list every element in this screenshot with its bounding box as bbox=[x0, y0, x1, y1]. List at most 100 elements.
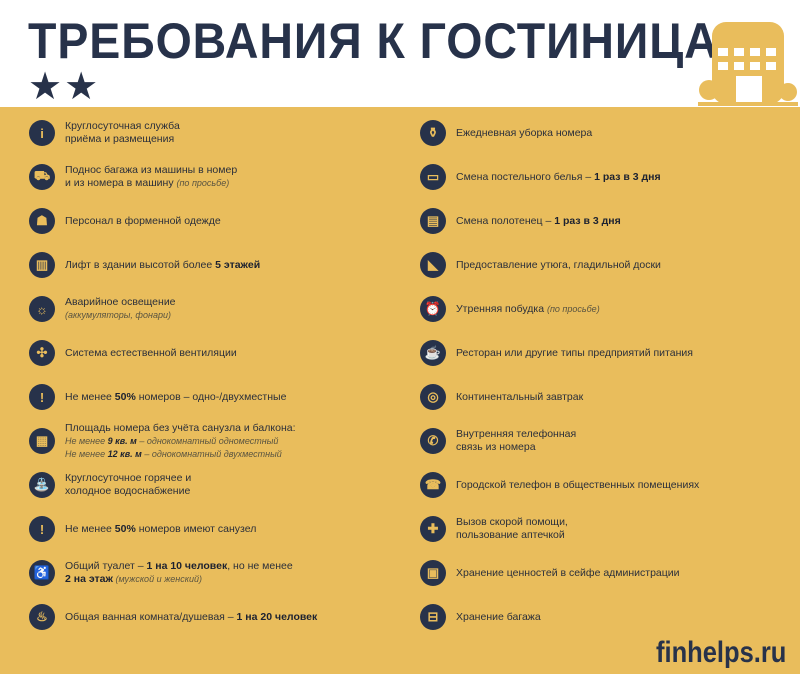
text-line: Хранение багажа bbox=[456, 611, 541, 624]
text-line: Утренняя побудка (по просьбе) bbox=[456, 303, 600, 316]
text-segment: (по просьбе) bbox=[546, 303, 600, 314]
text-segment: Утренняя побудка bbox=[456, 302, 547, 315]
site-watermark: finhelps.ru bbox=[655, 636, 786, 669]
text-line: Не менее 50% номеров имеют санузел bbox=[65, 523, 256, 536]
right-requirement-item: ▣ Хранение ценностей в сейфе администраци… bbox=[420, 553, 680, 593]
text-segment: – однокомнатный одноместный bbox=[136, 435, 279, 446]
left-requirement-item: ♿ Общий туалет – 1 на 10 человек, но не м… bbox=[29, 553, 293, 593]
elevator-icon: ▥ bbox=[29, 252, 55, 278]
emergency-light-icon: ☼ bbox=[29, 296, 55, 322]
phone-icon: ✆ bbox=[420, 428, 446, 454]
text-line: Система естественной вентиляции bbox=[65, 347, 237, 360]
requirement-text: Хранение багажа bbox=[456, 611, 541, 624]
text-line: (аккумуляторы, фонари) bbox=[65, 309, 176, 322]
left-requirement-item: ☼ Аварийное освещение (аккумуляторы, фонар… bbox=[29, 289, 176, 329]
restaurant-icon: ☕ bbox=[420, 340, 446, 366]
requirement-text: Городской телефон в общественных помещен… bbox=[456, 479, 699, 492]
requirement-text: Континентальный завтрак bbox=[456, 391, 583, 404]
text-line: Городской телефон в общественных помещен… bbox=[456, 479, 699, 492]
exclamation-icon: ! bbox=[29, 384, 55, 410]
requirement-text: Смена полотенец – 1 раз в 3 дня bbox=[456, 215, 621, 228]
text-segment: Ресторан или другие типы предприятий пит… bbox=[456, 346, 693, 359]
requirement-text: Лифт в здании высотой более 5 этажей bbox=[65, 259, 260, 272]
cleaning-icon: ⚱ bbox=[420, 120, 446, 146]
text-line: Смена полотенец – 1 раз в 3 дня bbox=[456, 215, 621, 228]
text-segment: холодное водоснабжение bbox=[65, 485, 191, 497]
text-segment: Поднос багажа из машины в номер bbox=[65, 164, 238, 176]
left-requirement-item: ▥ Лифт в здании высотой более 5 этажей bbox=[29, 245, 260, 285]
right-requirement-item: ▭ Смена постельного белья – 1 раз в 3 дня bbox=[420, 157, 661, 197]
hotel-building-icon bbox=[698, 22, 798, 106]
text-segment: – однокомнатный двухместный bbox=[141, 448, 282, 459]
text-segment: Система естественной вентиляции bbox=[65, 346, 237, 359]
text-segment: Смена полотенец – bbox=[456, 214, 555, 227]
uniformed-staff-icon: ☗ bbox=[29, 208, 55, 234]
text-segment: пользование аптечкой bbox=[456, 529, 565, 541]
requirement-text: Общая ванная комната/душевая – 1 на 20 ч… bbox=[65, 611, 317, 624]
left-requirement-item: ☗ Персонал в форменной одежде bbox=[29, 201, 221, 241]
right-requirement-item: ◎ Континентальный завтрак bbox=[420, 377, 583, 417]
right-requirement-item: ⏰ Утренняя побудка (по просьбе) bbox=[420, 289, 600, 329]
text-segment: связь из номера bbox=[456, 441, 536, 453]
exclamation-icon: ! bbox=[29, 516, 55, 542]
room-area-icon: ▦ bbox=[29, 428, 55, 454]
left-requirement-item: ▦ Площадь номера без учёта санузла и балк… bbox=[29, 421, 296, 461]
text-line: Лифт в здании высотой более 5 этажей bbox=[65, 259, 260, 272]
text-line: Внутренняя телефонная bbox=[456, 428, 576, 441]
text-segment: , но не менее bbox=[227, 560, 293, 572]
left-requirement-item: ⛟ Поднос багажа из машины в номер и из ном… bbox=[29, 157, 237, 197]
iron-icon: ◣ bbox=[420, 252, 446, 278]
fan-icon: ✣ bbox=[29, 340, 55, 366]
requirement-text: Смена постельного белья – 1 раз в 3 дня bbox=[456, 171, 661, 184]
text-line: пользование аптечкой bbox=[456, 529, 568, 542]
bed-icon: ▭ bbox=[420, 164, 446, 190]
text-line: Смена постельного белья – 1 раз в 3 дня bbox=[456, 171, 661, 184]
ambulance-icon: ✚ bbox=[420, 516, 446, 542]
text-line: Вызов скорой помощи, bbox=[456, 516, 568, 529]
text-line: Не менее 50% номеров – одно-/двухместные bbox=[65, 391, 286, 404]
text-segment: Общая ванная комната/душевая – bbox=[65, 610, 237, 623]
text-line: Круглосуточная служба bbox=[65, 120, 180, 133]
text-segment: 5 этажей bbox=[215, 258, 261, 271]
text-segment: Хранение ценностей в сейфе администрации bbox=[456, 566, 680, 579]
text-segment: 50% bbox=[114, 522, 136, 535]
text-segment: Общий туалет – bbox=[65, 560, 147, 572]
text-segment: (аккумуляторы, фонари) bbox=[65, 310, 171, 320]
text-line: Круглосуточное горячее и bbox=[65, 472, 191, 485]
text-line: Не менее 9 кв. м – однокомнатный одномес… bbox=[65, 435, 296, 448]
right-requirement-item: ⚱ Ежедневная уборка номера bbox=[420, 113, 592, 153]
text-segment: Не менее bbox=[65, 448, 108, 459]
text-line: 2 на этаж (мужской и женский) bbox=[65, 573, 293, 586]
text-segment: Персонал в форменной одежде bbox=[65, 214, 221, 227]
text-segment: 12 кв. м bbox=[107, 448, 142, 459]
text-line: Ежедневная уборка номера bbox=[456, 127, 592, 140]
requirement-text: Поднос багажа из машины в номер и из номе… bbox=[65, 164, 237, 190]
text-segment: 1 на 10 человек bbox=[146, 560, 228, 572]
right-requirement-item: ⊟ Хранение багажа bbox=[420, 597, 541, 637]
text-segment: Континентальный завтрак bbox=[456, 390, 584, 403]
requirement-text: Предоставление утюга, гладильной доски bbox=[456, 259, 661, 272]
alarm-clock-icon: ⏰ bbox=[420, 296, 446, 322]
safe-icon: ▣ bbox=[420, 560, 446, 586]
text-line: Общая ванная комната/душевая – 1 на 20 ч… bbox=[65, 611, 317, 624]
text-line: связь из номера bbox=[456, 441, 576, 454]
left-requirement-item: ! Не менее 50% номеров имеют санузел bbox=[29, 509, 256, 549]
requirement-text: Аварийное освещение (аккумуляторы, фонари… bbox=[65, 296, 176, 322]
text-line: Площадь номера без учёта санузла и балко… bbox=[65, 422, 296, 435]
text-segment: 2 на этаж bbox=[65, 573, 113, 585]
text-segment: Лифт в здании высотой более bbox=[65, 258, 216, 271]
right-requirement-item: ✚ Вызов скорой помощи, пользование аптечко… bbox=[420, 509, 568, 549]
text-segment: 50% bbox=[114, 390, 136, 403]
text-segment: приёма и размещения bbox=[65, 133, 175, 145]
luggage-icon: ⊟ bbox=[420, 604, 446, 630]
requirement-text: Площадь номера без учёта санузла и балко… bbox=[65, 422, 296, 461]
requirement-text: Общий туалет – 1 на 10 человек, но не ме… bbox=[65, 560, 293, 586]
bathtub-icon: ♨ bbox=[29, 604, 55, 630]
text-segment: 1 на 20 человек bbox=[236, 610, 318, 623]
right-requirement-item: ☕ Ресторан или другие типы предприятий пи… bbox=[420, 333, 693, 373]
text-segment: (по просьбе) bbox=[176, 178, 230, 188]
text-segment: Вызов скорой помощи, bbox=[456, 516, 568, 528]
text-segment: Не менее bbox=[65, 435, 108, 446]
star-rating: ★★ bbox=[28, 66, 101, 108]
left-requirement-item: ♨ Общая ванная комната/душевая – 1 на 20 … bbox=[29, 597, 317, 637]
